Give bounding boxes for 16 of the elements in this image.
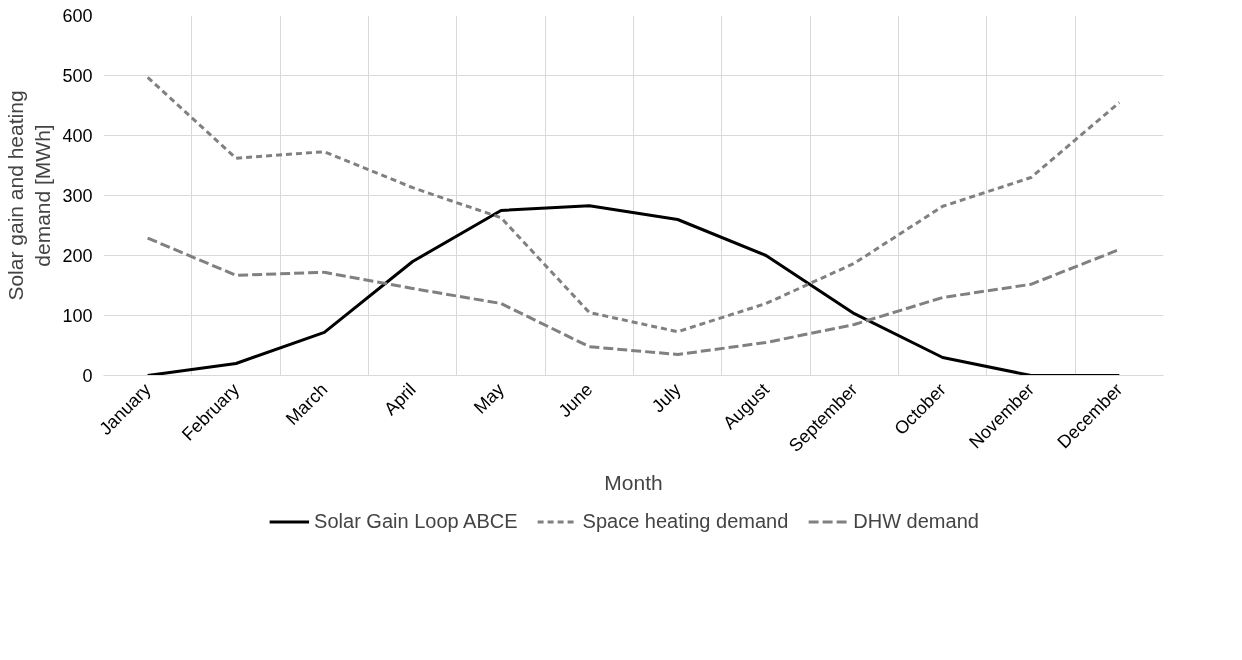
line-series [146, 75, 1121, 334]
y-tick-label: 400 [62, 126, 93, 146]
legend-label: DHW demand [853, 509, 979, 533]
y-tick-label: 200 [62, 246, 93, 266]
y-tick-label: 600 [62, 6, 93, 26]
y-tick-label: 100 [62, 306, 93, 326]
x-tick-label: July [647, 379, 685, 417]
y-tick-label: 300 [62, 186, 93, 206]
legend-label: Solar Gain Loop ABCE [314, 509, 518, 533]
y-axis-title: Solar gain and heating demand [MWh] [3, 90, 55, 301]
x-axis-title: Month [604, 470, 663, 494]
line-series [146, 204, 1121, 376]
y-tick-label: 0 [82, 366, 93, 386]
legend-label: Space heating demand [582, 509, 789, 533]
x-tick-label: May [469, 379, 509, 418]
y-tick-label: 500 [62, 66, 93, 86]
